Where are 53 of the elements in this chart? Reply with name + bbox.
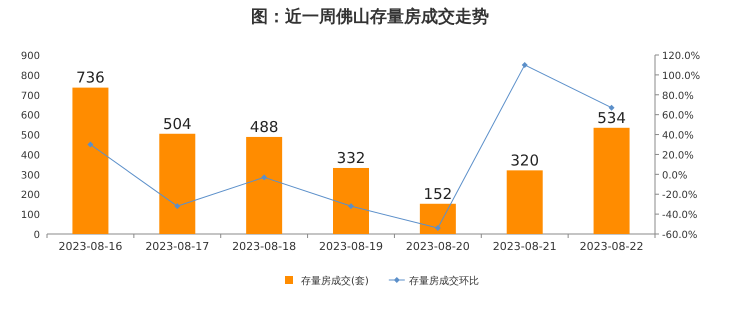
bar [506, 170, 543, 234]
point [348, 203, 354, 210]
point [608, 104, 615, 111]
y-tick-label: 400 [20, 150, 40, 162]
y-tick-label: 300 [20, 170, 40, 182]
chart-title: 图：近一周佛山存量房成交走势 [251, 7, 489, 27]
y2-tick-label: -40.0% [662, 210, 698, 222]
y2-tick-label: 40.0% [662, 130, 694, 142]
x-tick-label: 2023-08-20 [406, 240, 470, 253]
y-tick-label: 200 [20, 190, 40, 202]
point [87, 142, 94, 148]
data-label: 332 [336, 148, 366, 167]
y-tick-label: 900 [20, 51, 40, 62]
x-tick-label: 2023-08-22 [580, 240, 644, 253]
point [434, 225, 441, 232]
legend-存量房成交环比: 存量房成交环比 [388, 276, 479, 287]
x-tick-label: 2023-08-17 [145, 240, 210, 253]
legend-存量房成交(套): 存量房成交(套) [285, 276, 369, 287]
x-tick-label: 2023-08-16 [58, 240, 122, 253]
y-tick-label: 700 [20, 90, 40, 102]
data-label: 534 [597, 108, 626, 127]
x-tick-label: 2023-08-18 [232, 240, 296, 253]
bar [159, 134, 196, 234]
y-tick-label: 500 [20, 130, 40, 142]
y2-tick-label: 120.0% [662, 51, 700, 62]
legend-label: 存量房成交环比 [408, 275, 479, 287]
legend-label: 存量房成交(套) [301, 275, 369, 287]
y2-tick-label: 0.0% [662, 170, 688, 182]
data-label: 736 [76, 68, 105, 87]
bar [594, 128, 630, 234]
y2-tick-label: 20.0% [662, 150, 694, 162]
y2-tick-label: 80.0% [662, 90, 694, 102]
bar [420, 204, 456, 234]
data-label: 504 [162, 114, 192, 133]
y-tick-label: 100 [20, 210, 40, 222]
bar [246, 136, 282, 234]
x-tick-label: 2023-08-19 [319, 240, 383, 253]
bar [333, 168, 369, 234]
y-tick-label: 600 [20, 110, 40, 122]
data-label: 152 [424, 184, 452, 203]
point [522, 62, 528, 68]
y2-tick-label: -60.0% [662, 230, 698, 241]
x-tick-label: 2023-08-21 [492, 240, 557, 253]
point [261, 174, 268, 180]
y-tick-label: 0 [34, 230, 40, 241]
y2-tick-label: 100.0% [662, 70, 700, 82]
point [174, 203, 180, 210]
data-label: 320 [510, 151, 540, 170]
y-tick-label: 800 [20, 70, 40, 82]
data-label: 488 [250, 118, 278, 136]
bar [72, 88, 108, 234]
y2-tick-label: 60.0% [662, 110, 694, 122]
y2-tick-label: -20.0% [662, 190, 698, 202]
